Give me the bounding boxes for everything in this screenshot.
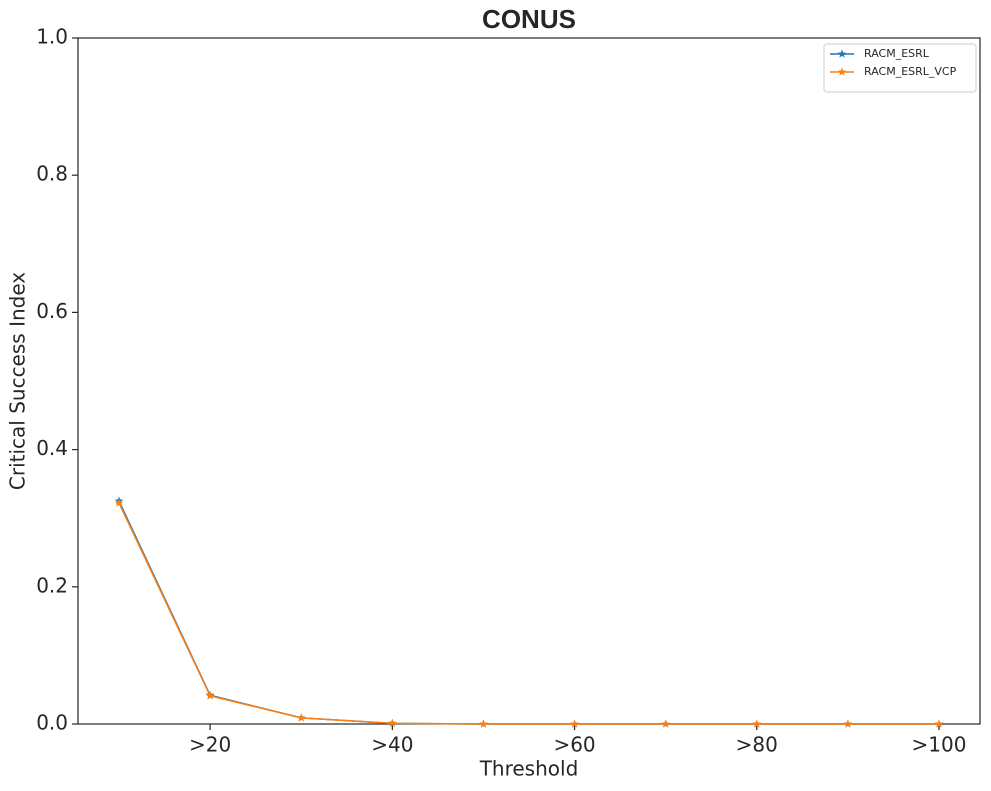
y-tick-label: 0.4 [36, 436, 68, 460]
point-marker [296, 713, 306, 722]
chart-title: CONUS [482, 4, 576, 34]
legend-label: RACM_ESRL_VCP [864, 65, 957, 78]
x-tick-label: >100 [912, 733, 967, 757]
point-marker [114, 498, 124, 507]
point-marker [752, 719, 762, 728]
point-marker [205, 691, 215, 700]
series-line [118, 502, 939, 725]
x-tick-label: >60 [553, 733, 595, 757]
y-tick-label: 1.0 [36, 25, 68, 49]
plot-frame [77, 37, 981, 725]
point-marker [479, 719, 488, 728]
point-marker [934, 719, 944, 728]
y-tick-label: 0.8 [36, 162, 68, 186]
point-marker [661, 719, 670, 728]
y-tick-label: 0.0 [36, 711, 68, 735]
legend-box [823, 43, 977, 93]
x-tick-label: >80 [736, 733, 778, 757]
point-marker [570, 719, 579, 728]
y-axis-label: Critical Success Index [6, 272, 30, 490]
series-line [118, 500, 939, 725]
point-marker [843, 719, 853, 728]
legend-label: RACM_ESRL [864, 47, 930, 60]
y-tick-label: 0.6 [36, 299, 68, 323]
legend-marker [837, 67, 847, 76]
y-tick-label: 0.2 [36, 573, 68, 597]
x-tick-label: >40 [371, 733, 413, 757]
legend-marker [837, 49, 847, 58]
x-tick-label: >20 [189, 733, 231, 757]
x-axis-label: Threshold [479, 757, 579, 781]
point-marker [388, 718, 397, 727]
legend: RACM_ESRL RACM_ESRL_VCP [823, 43, 977, 93]
